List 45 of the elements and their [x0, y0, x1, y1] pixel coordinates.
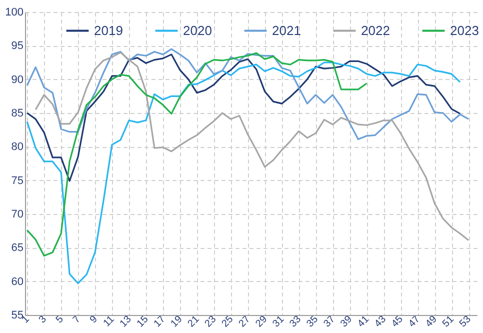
x-tick-label: 33 [288, 314, 304, 330]
y-tick-label: 70 [11, 208, 24, 220]
x-tick-label: 41 [356, 314, 372, 330]
y-tick-label: 75 [11, 174, 24, 187]
y-tick-label: 100 [5, 6, 24, 18]
line-series [26, 52, 368, 257]
line-series [26, 48, 470, 140]
y-tick-label: 85 [11, 108, 24, 120]
legend-label: 2019 [94, 22, 123, 38]
y-tick-label: 95 [11, 40, 24, 52]
x-tick-label: 5 [54, 314, 66, 326]
x-tick-label: 47 [406, 314, 423, 330]
legend-label: 2021 [272, 22, 301, 38]
x-tick-label: 51 [440, 314, 457, 330]
x-tick-label: 45 [390, 314, 406, 330]
legend-label: 2022 [361, 22, 390, 38]
legend-label: 2020 [183, 22, 212, 38]
line-series [26, 54, 461, 182]
x-tick-label: 21 [186, 314, 202, 330]
x-tick-label: 3 [37, 314, 50, 326]
x-tick-label: 43 [372, 314, 389, 330]
x-tick-label: 13 [118, 314, 134, 330]
x-tick-label: 29 [254, 314, 270, 330]
x-tick-label: 39 [338, 314, 355, 330]
x-tick-label: 23 [202, 314, 219, 330]
x-tick-label: 53 [458, 314, 474, 330]
x-tick-label: 27 [236, 314, 253, 330]
x-tick-label: 31 [270, 314, 287, 330]
x-tick-label: 37 [322, 314, 338, 330]
legend-label: 2023 [450, 22, 479, 38]
line-series [34, 52, 470, 242]
y-tick-label: 55 [11, 310, 24, 322]
x-tick-label: 35 [304, 314, 321, 330]
x-tick-label: 9 [88, 314, 100, 326]
x-tick-label: 49 [424, 314, 440, 330]
x-tick-label: 15 [135, 314, 152, 330]
y-tick-label: 80 [11, 141, 24, 154]
x-tick-label: 17 [152, 314, 168, 330]
y-tick-label: 65 [11, 242, 24, 254]
x-tick-label: 11 [102, 314, 118, 330]
y-tick-label: 90 [11, 74, 24, 86]
x-tick-label: 19 [169, 314, 185, 330]
y-tick-label: 60 [11, 276, 24, 288]
line-series [26, 62, 461, 284]
x-tick-label: 25 [220, 314, 236, 330]
